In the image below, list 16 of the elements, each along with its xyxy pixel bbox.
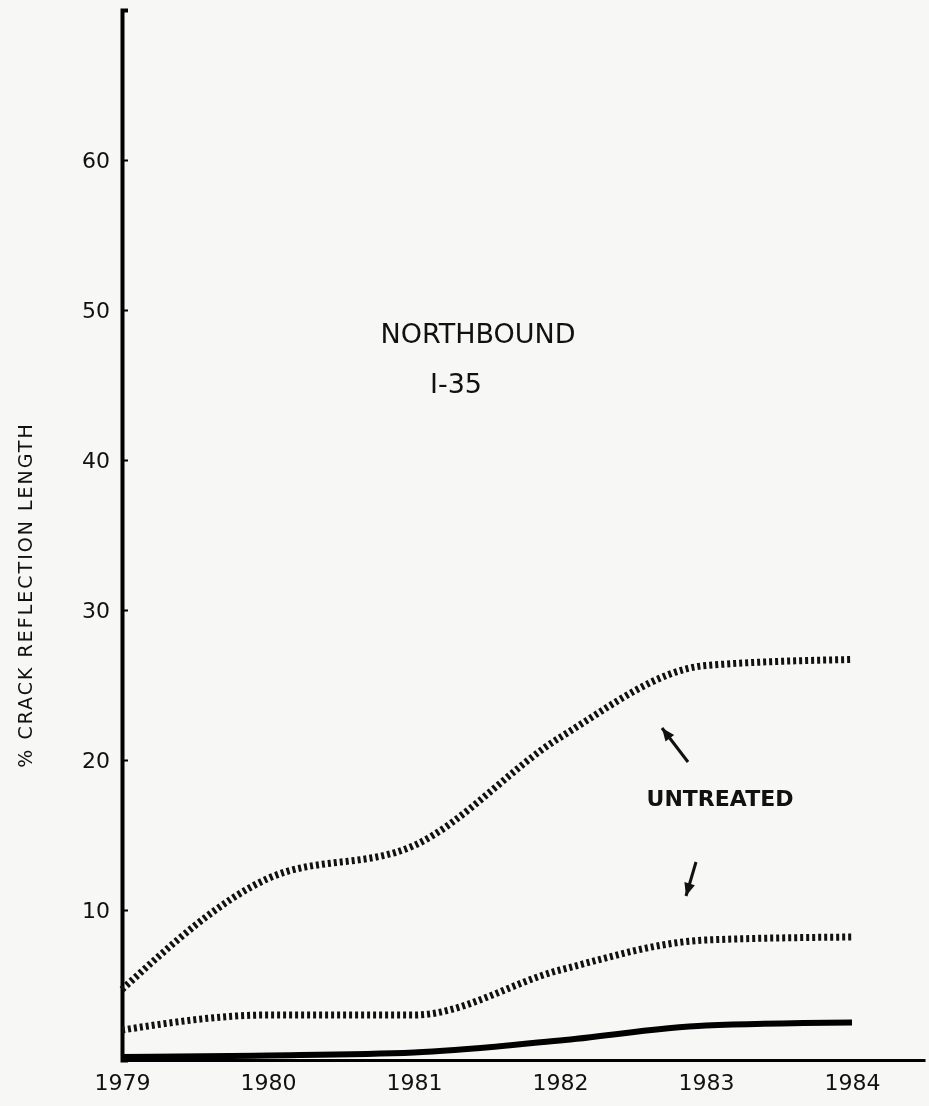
y-tick-label: 30 xyxy=(82,597,110,623)
y-tick-label: 20 xyxy=(82,747,110,773)
y-tick-label: 40 xyxy=(82,447,110,473)
y-tick-label: 10 xyxy=(82,897,110,923)
x-tick-label: 1980 xyxy=(240,1069,297,1095)
y-tick-label: 50 xyxy=(82,297,110,323)
x-tick-label: 1983 xyxy=(678,1069,735,1095)
text: NORTHBOUND xyxy=(380,318,576,349)
x-tick-label: 1981 xyxy=(386,1069,443,1095)
y-axis-title: % CRACK REFLECTION LENGTH xyxy=(14,422,36,768)
x-tick-label: 1984 xyxy=(824,1069,881,1095)
annotation: UNTREATED xyxy=(646,786,794,811)
y-tick-label: 60 xyxy=(82,147,110,173)
text: I-35 xyxy=(429,368,483,399)
x-tick-label: 1982 xyxy=(532,1069,589,1095)
x-tick-label: 1979 xyxy=(94,1069,151,1095)
